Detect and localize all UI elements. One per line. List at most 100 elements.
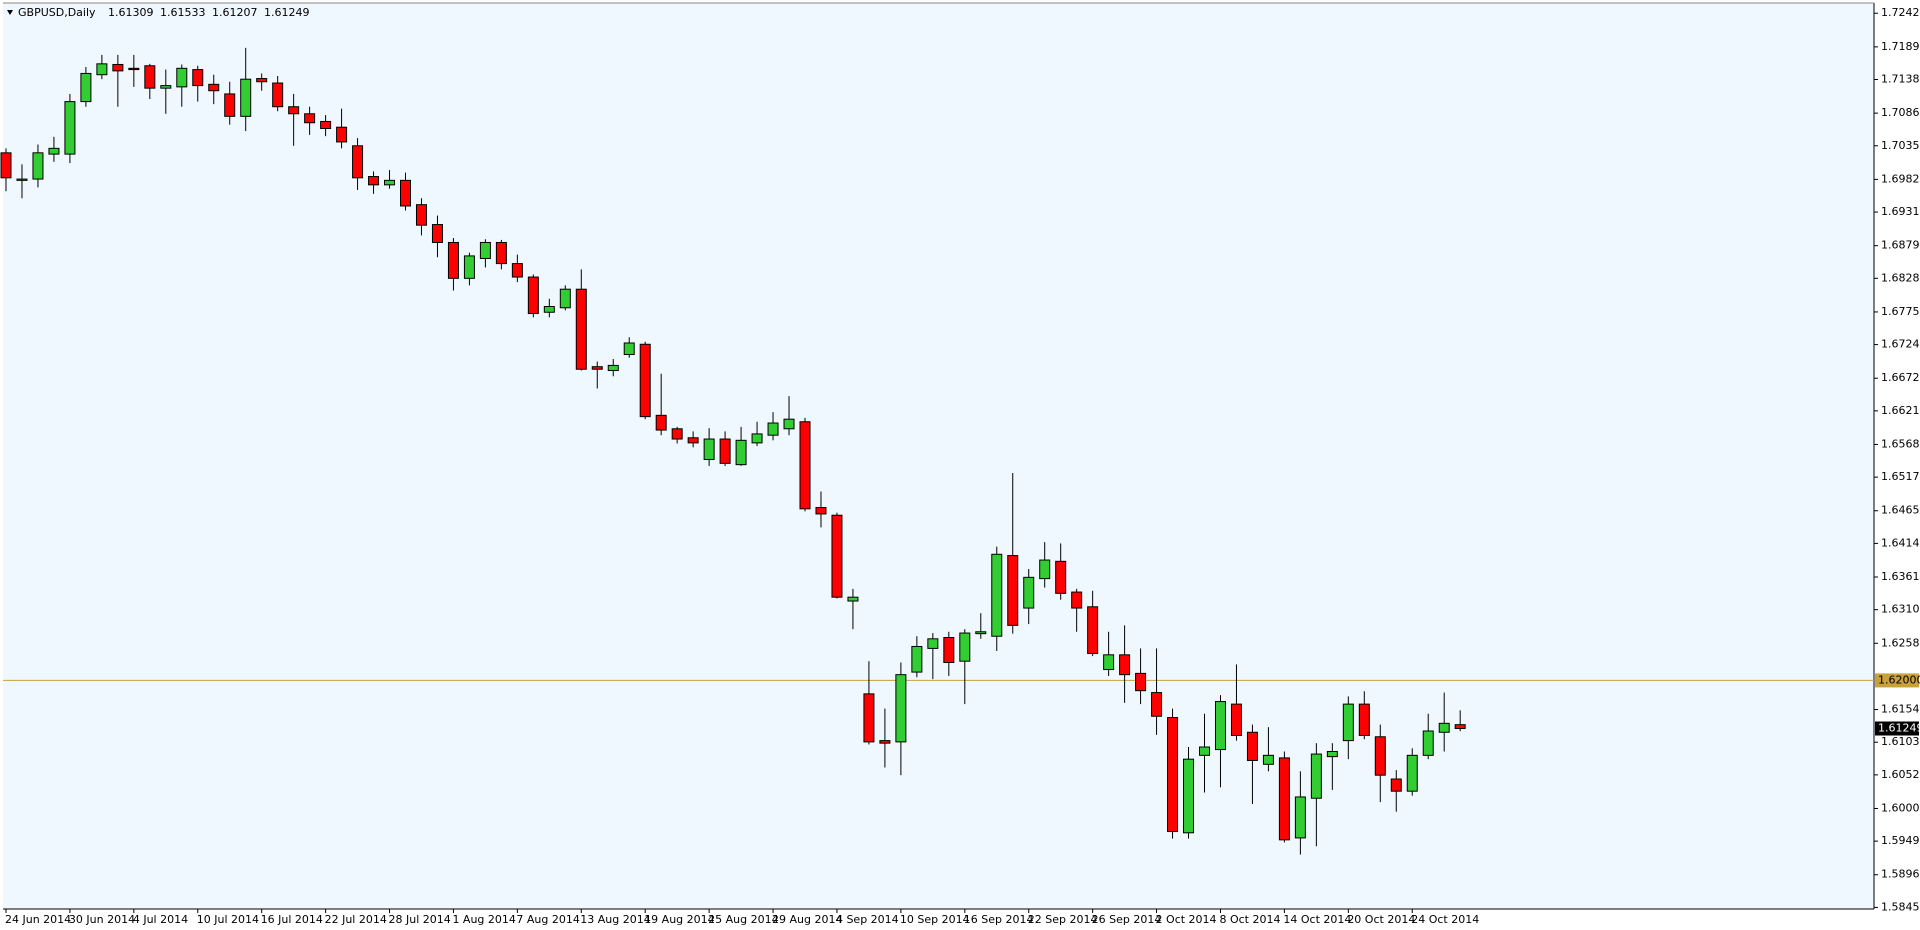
candle-body (655, 414, 667, 431)
candle-body (719, 438, 731, 464)
y-tick-label: 1.69825 (1881, 172, 1920, 185)
x-tick-label: 25 Aug 2014 (708, 913, 778, 926)
x-tick-label: 8 Oct 2014 (1219, 913, 1280, 926)
candle-body (735, 439, 747, 466)
candle-body (543, 305, 555, 313)
candle-body (863, 693, 875, 743)
candle-body (400, 179, 411, 207)
y-tick-label: 1.63105 (1881, 603, 1920, 616)
candle-body (527, 276, 539, 315)
candle-body (256, 78, 268, 83)
candle-body (415, 204, 427, 226)
candle-body (1167, 717, 1179, 833)
x-tick-label: 14 Oct 2014 (1283, 913, 1351, 926)
candle-body (384, 179, 396, 186)
x-tick-label: 22 Jul 2014 (325, 913, 387, 926)
candle-body (1199, 746, 1210, 756)
y-tick-label: 1.64650 (1881, 504, 1920, 517)
level-label: 1.62000 (1878, 673, 1920, 686)
y-tick-label: 1.71895 (1881, 40, 1920, 53)
candle-body (1055, 560, 1067, 594)
candle-body (128, 67, 140, 71)
candle-body (1294, 796, 1306, 839)
symbol-title: GBPUSD,Daily (18, 6, 96, 19)
candle-body (1422, 730, 1434, 756)
y-tick-label: 1.66210 (1881, 404, 1920, 417)
candle-body (463, 255, 475, 279)
candle-body (751, 433, 763, 444)
candle-body (447, 241, 459, 279)
candle-body (815, 507, 827, 515)
candle-body (687, 437, 699, 444)
x-tick-label: 13 Aug 2014 (580, 913, 650, 926)
candle-body (1103, 654, 1115, 671)
y-tick-label: 1.67755 (1881, 305, 1920, 318)
x-tick-label: 2 Oct 2014 (1156, 913, 1217, 926)
candle-body (1310, 753, 1322, 799)
candle-body (607, 364, 619, 372)
y-tick-label: 1.68280 (1881, 271, 1920, 284)
candle-body (943, 637, 955, 663)
candle-body (1390, 778, 1402, 792)
candle-body (767, 422, 779, 436)
y-tick-label: 1.66720 (1881, 371, 1920, 384)
candle-body (32, 152, 44, 180)
candle-body (96, 63, 108, 76)
x-tick-label: 29 Aug 2014 (772, 913, 842, 926)
candle-body (208, 83, 220, 92)
x-tick-label: 7 Aug 2014 (516, 913, 579, 926)
candle-body (1438, 722, 1450, 733)
y-tick-label: 1.7086 (1881, 106, 1920, 119)
candle-body (16, 178, 28, 181)
candle-body (911, 645, 923, 673)
y-tick-label: 1.72420 (1881, 6, 1920, 19)
y-tick-label: 1.64140 (1881, 536, 1920, 549)
x-tick-label: 22 Sep 2014 (1028, 913, 1098, 926)
candle-body (1342, 703, 1354, 742)
y-tick-label: 1.71385 (1881, 73, 1920, 86)
candle-body (224, 93, 236, 117)
candle-body (80, 72, 92, 103)
candle-body (144, 65, 156, 89)
last-price-label: 1.61249 (1878, 722, 1920, 735)
y-tick-label: 1.58965 (1881, 868, 1920, 881)
y-tick-label: 1.58455 (1881, 900, 1920, 913)
y-tick-label: 1.65175 (1881, 470, 1920, 483)
candle-body (1007, 555, 1019, 626)
x-tick-label: 4 Sep 2014 (836, 913, 899, 926)
candle-body (1135, 672, 1147, 692)
candle-body (1374, 736, 1386, 776)
x-tick-label: 24 Jun 2014 (5, 913, 71, 926)
candle-body (1406, 754, 1418, 792)
x-tick-label: 26 Sep 2014 (1092, 913, 1162, 926)
candle-body (64, 101, 76, 155)
candle-body (1262, 754, 1274, 765)
x-tick-label: 24 Oct 2014 (1411, 913, 1479, 926)
header-close: 1.61249 (264, 6, 310, 19)
y-tick-label: 1.65685 (1881, 437, 1920, 450)
candle-body (783, 418, 795, 430)
candle-body (240, 78, 252, 117)
header-arrow (7, 10, 13, 15)
x-tick-label: 10 Sep 2014 (900, 913, 970, 926)
candle-body (479, 241, 491, 259)
candle-body (1039, 559, 1051, 580)
candle-body (336, 126, 348, 143)
candle-body (495, 241, 507, 265)
x-tick-label: 16 Jul 2014 (261, 913, 323, 926)
candles (0, 47, 1466, 855)
header-low: 1.61207 (212, 6, 258, 19)
candle-body (879, 740, 891, 744)
header-high: 1.61533 (160, 6, 206, 19)
candle-body (368, 176, 380, 186)
y-tick-label: 1.70350 (1881, 139, 1920, 152)
candle-body (927, 638, 939, 649)
candle-body (1278, 757, 1290, 841)
header: GBPUSD,Daily 1.61309 1.61533 1.61207 1.6… (18, 6, 310, 19)
candle-body (991, 553, 1003, 637)
candle-body (1071, 591, 1083, 609)
y-tick-label: 1.6879 (1881, 239, 1920, 252)
candle-body (1246, 731, 1258, 761)
